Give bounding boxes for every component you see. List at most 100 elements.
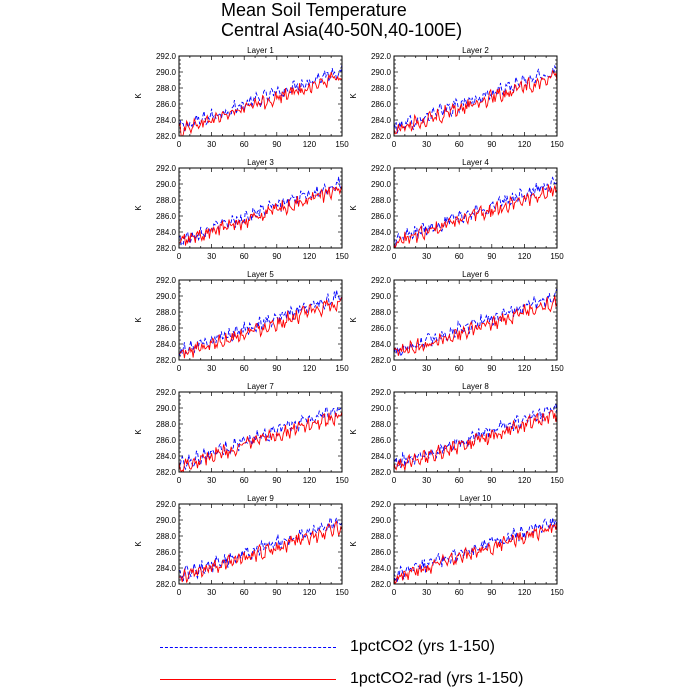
y-axis-label: K xyxy=(134,93,143,99)
x-tick-label: 90 xyxy=(487,588,496,597)
y-tick-label: 284.0 xyxy=(371,340,392,349)
x-tick-label: 0 xyxy=(392,140,397,149)
y-tick-label: 286.0 xyxy=(371,324,392,333)
panel-title: Layer 3 xyxy=(247,158,274,167)
y-axis-label: K xyxy=(134,205,143,211)
y-tick-label: 282.0 xyxy=(156,580,177,589)
y-tick-label: 288.0 xyxy=(371,196,392,205)
x-tick-label: 90 xyxy=(487,476,496,485)
y-tick-label: 282.0 xyxy=(371,244,392,253)
y-tick-label: 284.0 xyxy=(156,116,177,125)
x-tick-label: 30 xyxy=(422,476,431,485)
y-tick-label: 288.0 xyxy=(371,308,392,317)
y-tick-label: 282.0 xyxy=(156,132,177,141)
panel-grid: Layer 1 K 0 30 60 90 120 150 282.0 284.0 286.0 288.… xyxy=(134,46,564,597)
y-tick-label: 290.0 xyxy=(156,516,177,525)
x-tick-label: 150 xyxy=(550,476,564,485)
panel-5: Layer 5 K 0 30 60 90 120 150 282.0 284.0 286.0 288.… xyxy=(134,270,349,373)
y-tick-label: 292.0 xyxy=(156,388,177,397)
y-tick-label: 284.0 xyxy=(371,116,392,125)
panel-7: Layer 7 K 0 30 60 90 120 150 282.0 284.0 286.0 288.… xyxy=(134,382,349,485)
series-line-1pctco2 xyxy=(394,176,557,247)
series-group xyxy=(179,176,342,246)
series-group xyxy=(394,176,557,248)
panel-10: Layer 10 K 0 30 60 90 120 150 282.0 284.0 286.0 288… xyxy=(349,494,564,597)
y-axis-label: K xyxy=(349,93,358,99)
plot-frame xyxy=(178,167,343,249)
legend-entry-1pctco2-rad: 1pctCO2-rad (yrs 1-150) xyxy=(160,668,560,692)
x-tick-label: 60 xyxy=(240,140,249,149)
x-tick-label: 120 xyxy=(303,140,317,149)
y-tick-label: 292.0 xyxy=(371,52,392,61)
x-tick-label: 120 xyxy=(518,364,532,373)
x-tick-label: 90 xyxy=(272,364,281,373)
y-tick-label: 290.0 xyxy=(156,292,177,301)
y-tick-label: 284.0 xyxy=(156,564,177,573)
y-tick-label: 290.0 xyxy=(156,404,177,413)
x-tick-label: 150 xyxy=(550,140,564,149)
series-line-1pctco2-rad xyxy=(394,184,557,248)
x-tick-label: 150 xyxy=(335,364,349,373)
series-line-1pctco2 xyxy=(394,64,557,134)
x-tick-label: 0 xyxy=(392,252,397,261)
y-tick-label: 284.0 xyxy=(156,452,177,461)
series-line-1pctco2-rad xyxy=(394,295,557,356)
series-line-1pctco2-rad xyxy=(179,72,342,136)
x-tick-label: 60 xyxy=(455,588,464,597)
x-tick-label: 30 xyxy=(422,364,431,373)
y-tick-label: 292.0 xyxy=(371,276,392,285)
y-tick-label: 286.0 xyxy=(156,436,177,445)
x-tick-label: 120 xyxy=(518,476,532,485)
y-tick-label: 286.0 xyxy=(156,100,177,109)
y-tick-label: 288.0 xyxy=(156,532,177,541)
x-tick-label: 0 xyxy=(177,252,182,261)
series-line-1pctco2 xyxy=(179,64,342,132)
y-tick-label: 288.0 xyxy=(156,420,177,429)
x-tick-label: 30 xyxy=(207,476,216,485)
panel-8: Layer 8 K 0 30 60 90 120 150 282.0 284.0 286.0 288.… xyxy=(349,382,564,485)
series-group xyxy=(394,403,557,471)
x-tick-label: 0 xyxy=(177,140,182,149)
y-tick-label: 282.0 xyxy=(156,356,177,365)
y-tick-label: 290.0 xyxy=(156,180,177,189)
y-tick-label: 282.0 xyxy=(156,244,177,253)
y-tick-label: 292.0 xyxy=(156,164,177,173)
y-tick-label: 284.0 xyxy=(371,564,392,573)
y-tick-label: 286.0 xyxy=(156,212,177,221)
panel-title: Layer 7 xyxy=(247,382,274,391)
y-tick-label: 284.0 xyxy=(371,228,392,237)
y-tick-label: 292.0 xyxy=(371,164,392,173)
y-tick-label: 290.0 xyxy=(371,404,392,413)
x-tick-label: 150 xyxy=(550,364,564,373)
x-tick-label: 60 xyxy=(240,476,249,485)
y-tick-label: 290.0 xyxy=(371,292,392,301)
figure-title: Mean Soil Temperature Central Asia(40-50… xyxy=(221,0,462,40)
x-tick-label: 0 xyxy=(177,476,182,485)
y-axis-label: K xyxy=(349,429,358,435)
legend-swatch-solid-red xyxy=(160,679,336,680)
x-tick-label: 90 xyxy=(487,140,496,149)
panel-title: Layer 8 xyxy=(462,382,489,391)
series-group xyxy=(394,288,557,358)
series-group xyxy=(179,64,342,136)
x-tick-label: 90 xyxy=(272,588,281,597)
x-tick-label: 90 xyxy=(272,252,281,261)
x-tick-label: 60 xyxy=(240,364,249,373)
x-tick-label: 0 xyxy=(392,476,397,485)
series-line-1pctco2-rad xyxy=(179,411,342,472)
x-tick-label: 90 xyxy=(272,140,281,149)
panel-title: Layer 2 xyxy=(462,46,489,55)
x-tick-label: 60 xyxy=(455,252,464,261)
x-tick-label: 120 xyxy=(303,252,317,261)
x-tick-label: 120 xyxy=(303,364,317,373)
series-group xyxy=(179,289,342,359)
series-line-1pctco2 xyxy=(394,288,557,358)
title-line-1: Mean Soil Temperature xyxy=(221,0,407,20)
x-tick-label: 30 xyxy=(422,140,431,149)
panel-title: Layer 10 xyxy=(460,494,492,503)
y-tick-label: 288.0 xyxy=(371,420,392,429)
panel-title: Layer 9 xyxy=(247,494,274,503)
panel-4: Layer 4 K 0 30 60 90 120 150 282.0 284.0 286.0 288.… xyxy=(349,158,564,261)
panel-3: Layer 3 K 0 30 60 90 120 150 282.0 284.0 286.0 288.… xyxy=(134,158,349,261)
